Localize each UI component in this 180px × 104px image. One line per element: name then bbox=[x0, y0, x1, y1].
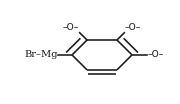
Text: –O–: –O– bbox=[125, 23, 141, 32]
Text: –O–: –O– bbox=[63, 23, 79, 32]
Text: Br–Mg: Br–Mg bbox=[24, 50, 58, 59]
Text: –O–: –O– bbox=[147, 50, 164, 59]
